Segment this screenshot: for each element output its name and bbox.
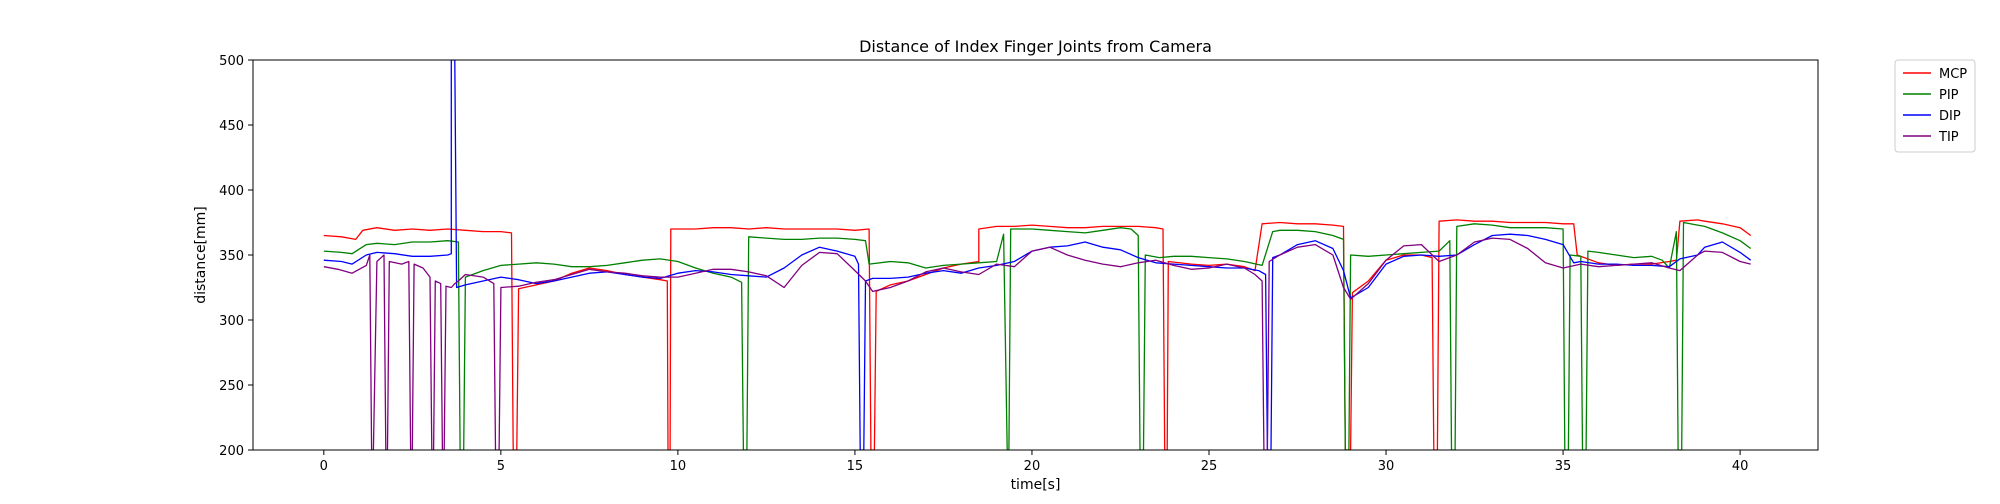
plot-area-frame [252,59,1819,451]
y-tick-label: 400 [219,184,244,199]
x-tick-label: 25 [1201,459,1218,474]
legend-box [1894,59,1976,153]
x-axis-label: time[s] [1011,477,1061,493]
y-axis-label: distance[mm] [193,206,209,304]
series-line-tip [323,237,1751,450]
y-tick-label: 250 [219,379,244,394]
legend-label-tip: TIP [1938,130,1959,145]
legend: MCP PIP DIP TIP [1894,59,1976,153]
chart-title: Distance of Index Finger Joints from Cam… [859,37,1212,56]
series-line-dip [323,60,1752,450]
y-tick-label: 450 [219,119,244,134]
x-tick-label: 0 [320,459,328,474]
x-tick-label: 5 [497,459,505,474]
x-axis: 0 5 10 15 20 25 30 35 40 [320,450,1749,474]
y-tick-label: 500 [219,54,244,69]
series-line-mcp [323,219,1752,450]
x-tick-label: 30 [1378,459,1395,474]
y-tick-label: 350 [219,249,244,264]
series-line-pip [323,221,1752,450]
x-tick-label: 40 [1732,459,1749,474]
y-axis: 200 250 300 350 400 450 500 [219,54,253,459]
legend-label-pip: PIP [1939,88,1959,103]
y-tick-label: 300 [219,314,244,329]
x-tick-label: 20 [1024,459,1041,474]
x-tick-label: 15 [847,459,864,474]
x-tick-label: 10 [670,459,687,474]
x-tick-label: 35 [1555,459,1572,474]
legend-label-mcp: MCP [1939,67,1967,82]
legend-label-dip: DIP [1939,109,1961,124]
y-tick-label: 200 [219,444,244,459]
series-layer [323,60,1752,450]
